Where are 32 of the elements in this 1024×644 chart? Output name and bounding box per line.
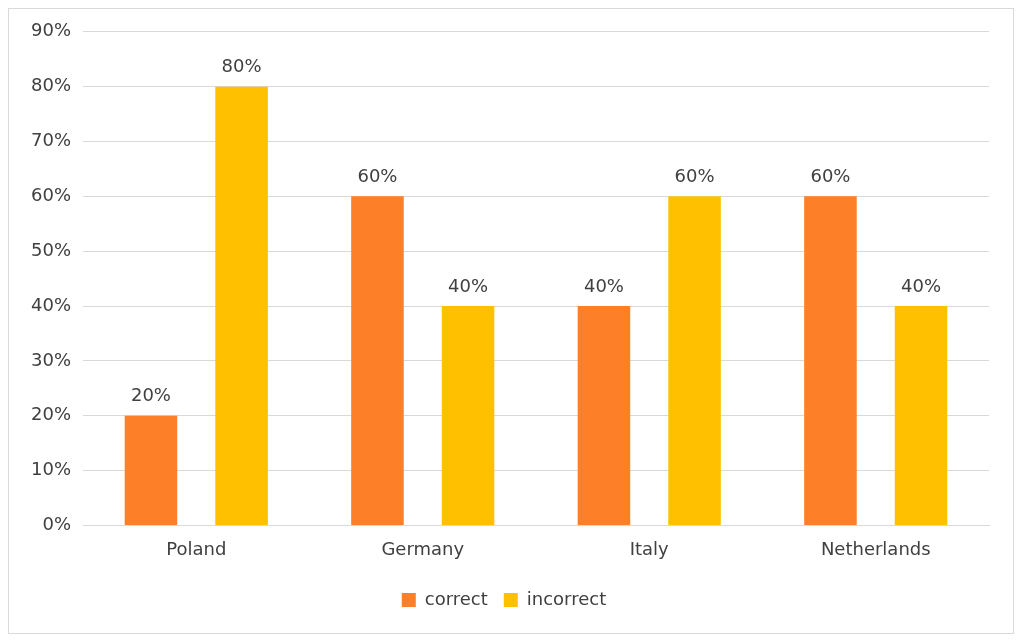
- bar: [668, 196, 721, 525]
- y-tick-label: 40%: [30, 293, 72, 315]
- legend-label: incorrect: [526, 587, 607, 609]
- bar: [441, 306, 495, 525]
- data-label: 60%: [810, 165, 851, 187]
- y-tick-label: 60%: [30, 184, 72, 206]
- bar: [124, 415, 178, 525]
- y-tick-label: 30%: [30, 348, 72, 370]
- bar: [351, 196, 404, 525]
- data-label: 40%: [583, 274, 624, 296]
- data-label: 20%: [130, 384, 171, 406]
- y-tick-label: 50%: [30, 238, 72, 260]
- data-label: 80%: [221, 55, 262, 77]
- y-tick-label: 90%: [30, 19, 72, 41]
- data-label: 40%: [901, 274, 942, 296]
- y-tick-label: 10%: [30, 458, 72, 480]
- y-tick-label: 0%: [42, 513, 72, 535]
- bar: [577, 306, 631, 525]
- x-tick-label: Germany: [381, 537, 465, 559]
- x-tick-label: Italy: [629, 537, 670, 559]
- y-tick-label: 20%: [30, 403, 72, 425]
- bar: [804, 196, 857, 525]
- y-tick-label: 70%: [30, 129, 72, 151]
- x-tick-label: Netherlands: [820, 537, 931, 559]
- bar: [215, 86, 268, 525]
- data-label: 40%: [448, 274, 489, 296]
- bar: [894, 306, 948, 525]
- legend-label: correct: [424, 587, 488, 609]
- y-tick-label: 80%: [30, 74, 72, 96]
- x-tick-label: Poland: [166, 537, 227, 559]
- data-label: 60%: [674, 165, 715, 187]
- data-label: 60%: [357, 165, 398, 187]
